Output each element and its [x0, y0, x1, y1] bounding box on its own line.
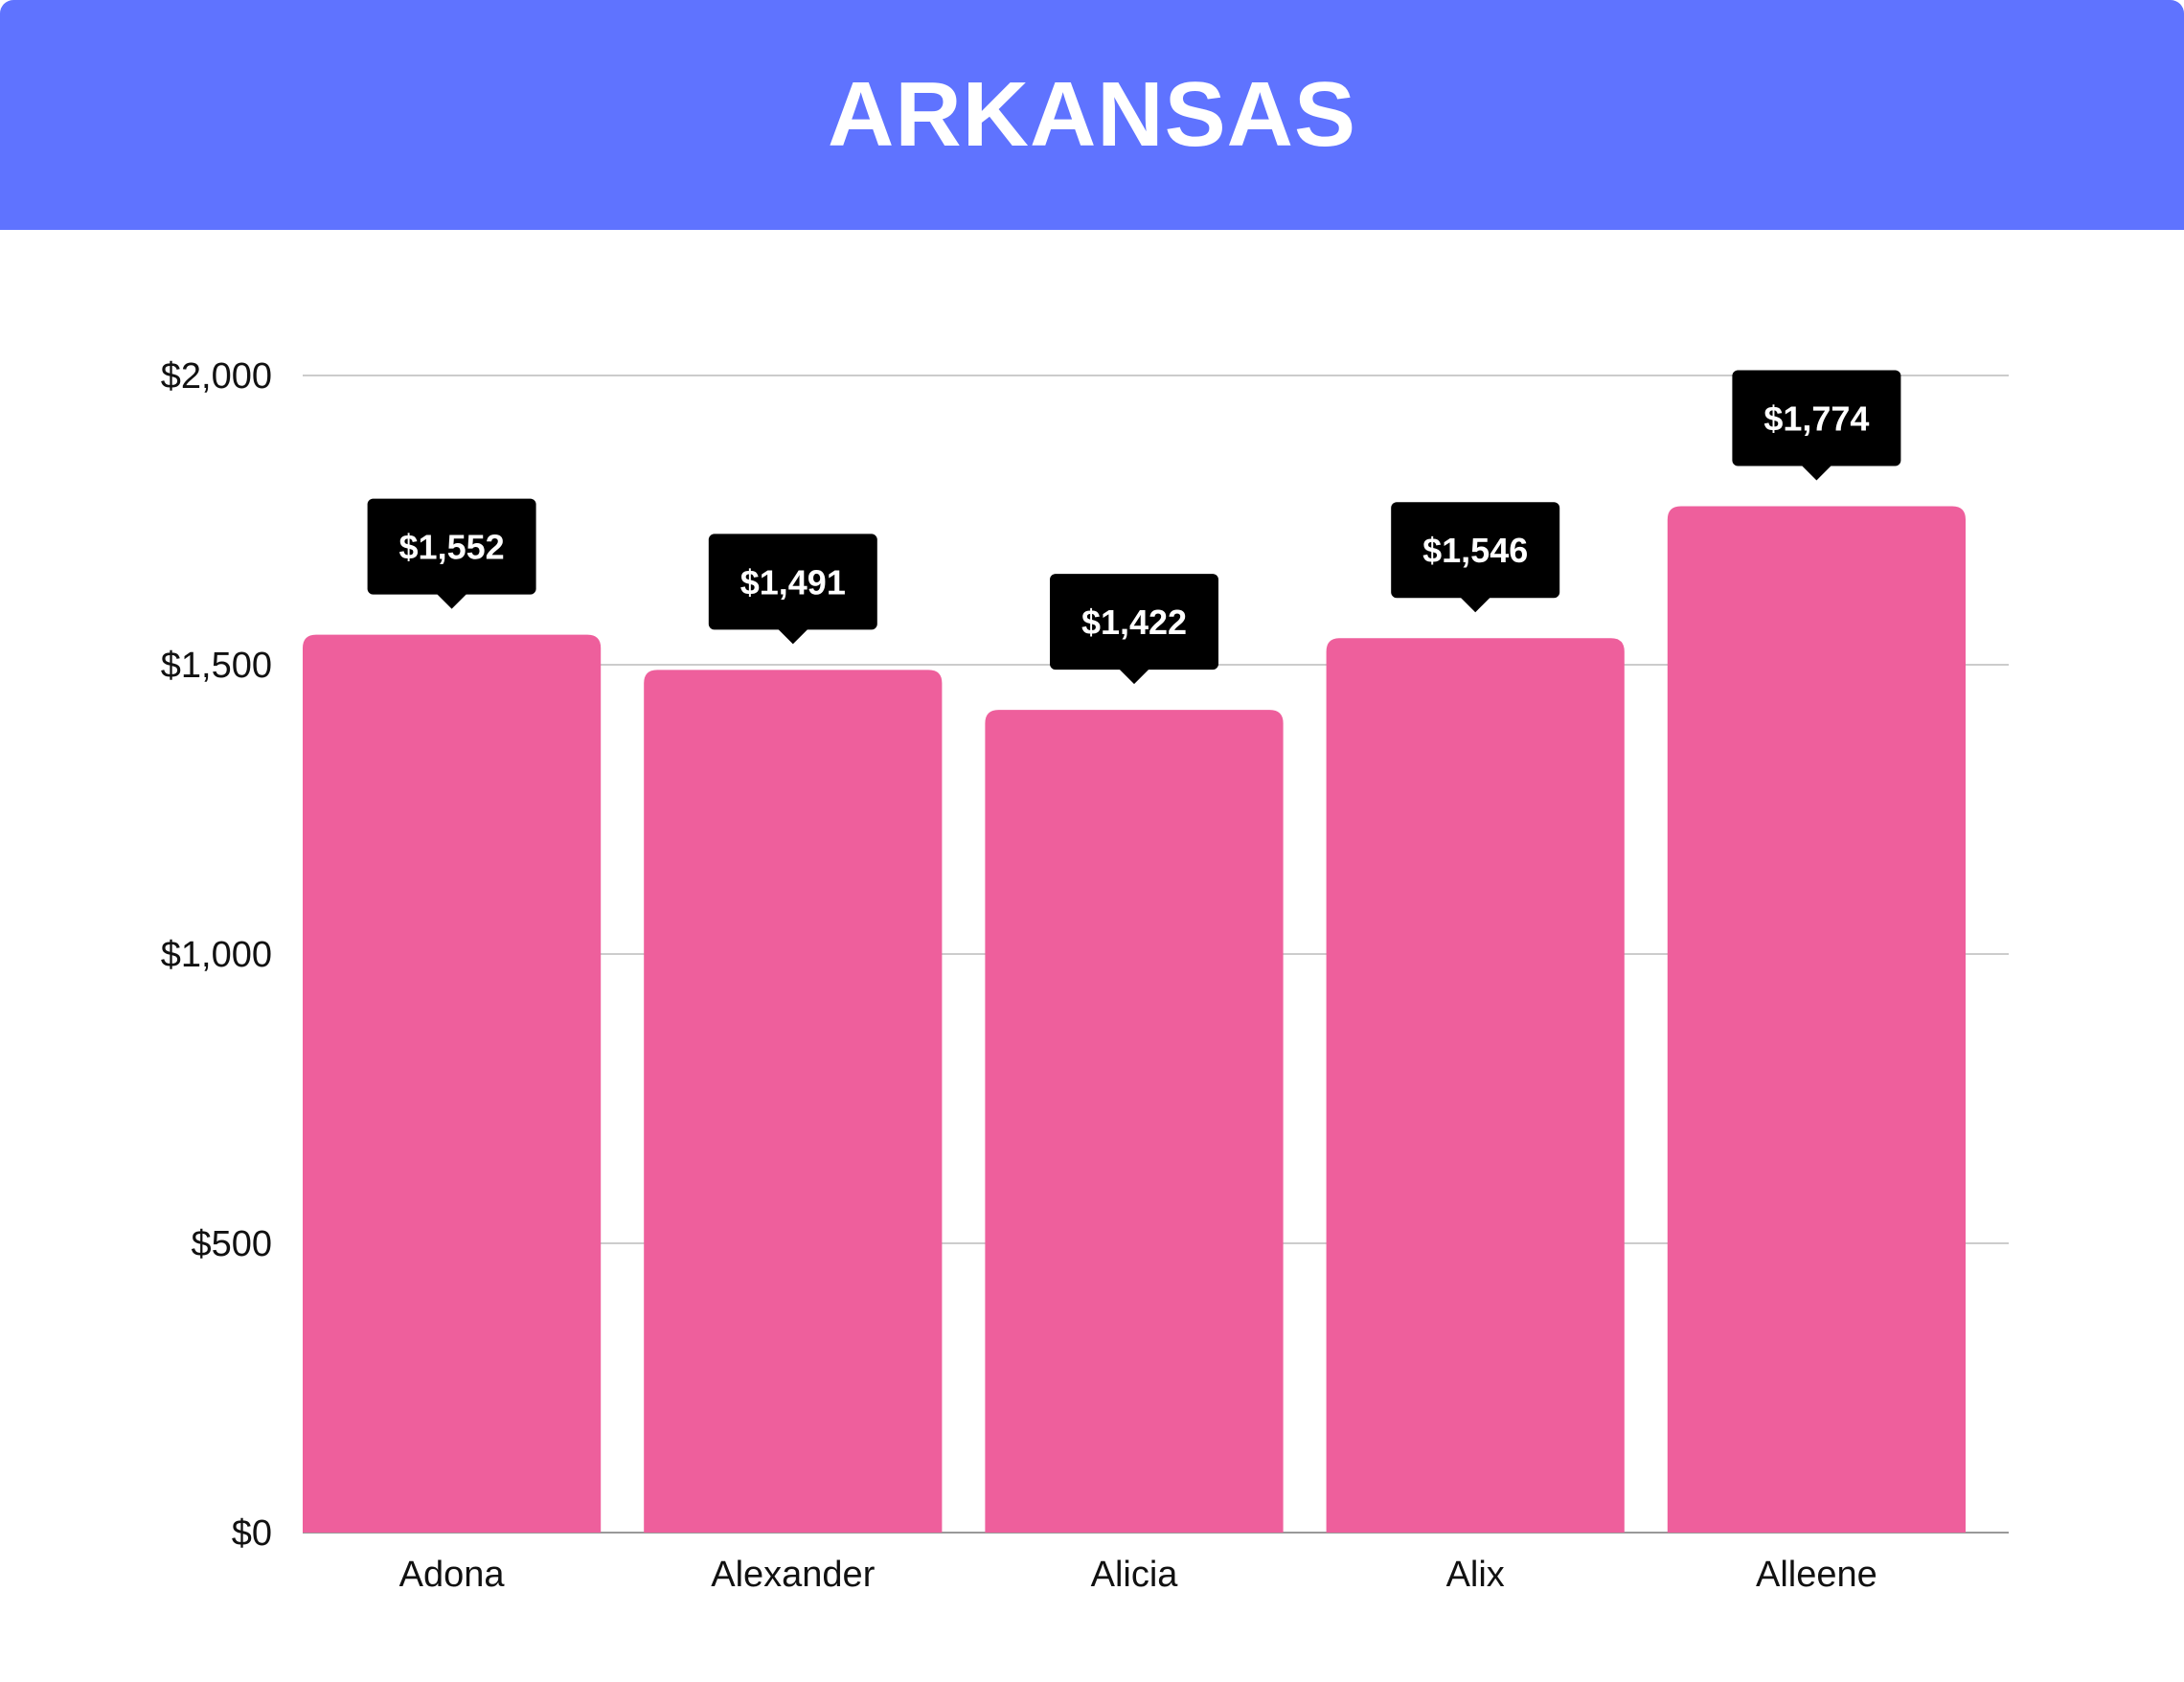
y-tick-label: $1,500 — [161, 646, 272, 686]
x-tick-label: Adona — [399, 1555, 506, 1595]
data-label-box — [1732, 370, 1901, 466]
bars — [303, 506, 1966, 1533]
data-label-pointer — [777, 628, 808, 645]
chart-title: ARKANSAS — [827, 63, 1357, 166]
data-label: $1,552 — [399, 528, 505, 567]
data-label-box — [708, 534, 877, 630]
y-tick-label: $0 — [232, 1513, 272, 1554]
y-tick-label: $1,000 — [161, 935, 272, 975]
x-tick-label: Alleene — [1756, 1555, 1877, 1595]
data-label: $1,546 — [1422, 531, 1528, 570]
x-tick-label: Alexander — [711, 1555, 875, 1595]
data-label-pointer — [436, 593, 467, 609]
y-tick-label: $500 — [191, 1224, 272, 1264]
data-label: $1,422 — [1081, 602, 1187, 642]
y-axis-ticks: $0 $500 $1,000 $1,500 $2,000 — [161, 356, 272, 1554]
data-label-box — [1050, 574, 1218, 671]
data-label-pointer — [1460, 597, 1491, 613]
data-labels: $1,552 $1,491 $1,422 $1,546 $1,774 — [367, 370, 1901, 685]
chart-header: ARKANSAS — [0, 0, 2184, 230]
y-tick-label: $2,000 — [161, 356, 272, 397]
data-label-box — [367, 498, 536, 595]
bar — [1667, 506, 1966, 1533]
bar — [303, 634, 602, 1533]
x-axis-ticks: Adona Alexander Alicia Alix Alleene — [399, 1555, 1877, 1595]
data-label-pointer — [1119, 669, 1149, 685]
bar — [1326, 638, 1625, 1533]
data-label-box — [1391, 502, 1560, 599]
data-label: $1,774 — [1763, 399, 1869, 439]
bar — [985, 710, 1284, 1533]
data-label: $1,491 — [740, 562, 846, 602]
bar — [644, 670, 943, 1533]
data-label-pointer — [1801, 465, 1832, 481]
x-tick-label: Alix — [1446, 1555, 1505, 1595]
x-tick-label: Alicia — [1091, 1555, 1179, 1595]
